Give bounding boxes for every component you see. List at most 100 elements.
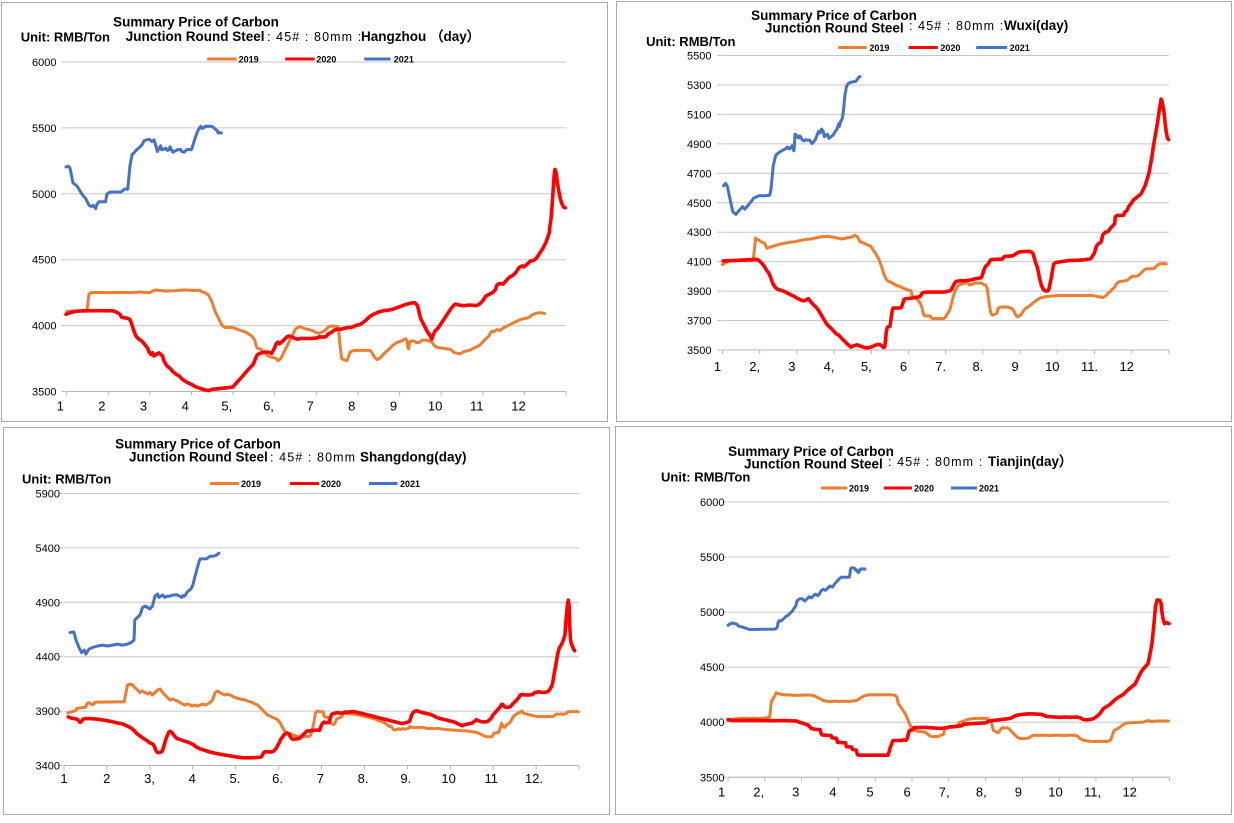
svg-text:6.: 6. bbox=[272, 771, 283, 786]
svg-text:3900: 3900 bbox=[36, 706, 60, 718]
svg-text:1: 1 bbox=[60, 771, 67, 786]
svg-text:2019: 2019 bbox=[239, 55, 259, 65]
svg-text:5500: 5500 bbox=[700, 552, 724, 564]
svg-text:4400: 4400 bbox=[36, 652, 60, 664]
svg-text:11.: 11. bbox=[1081, 359, 1098, 374]
svg-text:6000: 6000 bbox=[32, 57, 56, 69]
svg-text:7.: 7. bbox=[935, 359, 946, 374]
svg-text:10: 10 bbox=[1045, 359, 1059, 374]
svg-text:11,: 11, bbox=[1084, 785, 1101, 800]
svg-text:9: 9 bbox=[1015, 785, 1022, 800]
svg-text:Junction Round Steel: Junction Round Steel bbox=[765, 21, 904, 36]
svg-text:: 45# : 80mm :: : 45# : 80mm : bbox=[270, 451, 365, 465]
svg-text:1: 1 bbox=[57, 399, 64, 414]
svg-text:1: 1 bbox=[714, 359, 721, 374]
svg-text:9: 9 bbox=[390, 399, 397, 414]
svg-text:2: 2 bbox=[98, 399, 105, 414]
svg-text:5300: 5300 bbox=[687, 80, 711, 92]
svg-text:8.: 8. bbox=[972, 359, 983, 374]
svg-text:5100: 5100 bbox=[687, 109, 711, 121]
svg-text:2021: 2021 bbox=[1010, 43, 1030, 53]
svg-text:7: 7 bbox=[307, 399, 314, 414]
svg-text:8,: 8, bbox=[976, 785, 987, 800]
svg-text:2021: 2021 bbox=[979, 484, 999, 494]
svg-text:12: 12 bbox=[511, 399, 525, 414]
svg-text:1: 1 bbox=[718, 785, 725, 800]
svg-text:12.: 12. bbox=[525, 771, 543, 786]
svg-text:8.: 8. bbox=[358, 771, 369, 786]
svg-text:4900: 4900 bbox=[36, 597, 60, 609]
svg-text:Tianjin(day）: Tianjin(day） bbox=[988, 454, 1073, 469]
svg-text:2020: 2020 bbox=[316, 55, 336, 65]
svg-text:3500: 3500 bbox=[687, 345, 711, 357]
svg-text:10: 10 bbox=[1048, 785, 1062, 800]
svg-text:2,: 2, bbox=[749, 359, 760, 374]
svg-text:Shangdong(day): Shangdong(day) bbox=[360, 450, 467, 465]
svg-text:4000: 4000 bbox=[32, 321, 56, 333]
svg-text:3: 3 bbox=[788, 359, 795, 374]
svg-text:4100: 4100 bbox=[687, 257, 711, 269]
svg-text:Unit: RMB/Ton: Unit: RMB/Ton bbox=[22, 472, 111, 487]
svg-text:9.: 9. bbox=[400, 771, 411, 786]
svg-text:5: 5 bbox=[866, 785, 873, 800]
svg-text:5400: 5400 bbox=[36, 543, 60, 555]
svg-text:Unit: RMB/Ton: Unit: RMB/Ton bbox=[646, 34, 735, 49]
svg-text:Summary Price of Carbon: Summary Price of Carbon bbox=[728, 444, 894, 459]
svg-text:3500: 3500 bbox=[700, 772, 724, 784]
svg-text:3400: 3400 bbox=[36, 761, 60, 773]
svg-text:Junction Round Steel: Junction Round Steel bbox=[744, 457, 883, 472]
svg-text:5900: 5900 bbox=[36, 489, 60, 501]
svg-text:: 45# : 80mm :: : 45# : 80mm : bbox=[267, 30, 362, 44]
svg-text:4700: 4700 bbox=[687, 168, 711, 180]
svg-text:5.: 5. bbox=[229, 771, 240, 786]
svg-text:3700: 3700 bbox=[687, 316, 711, 328]
svg-text:7: 7 bbox=[317, 771, 324, 786]
svg-text:2020: 2020 bbox=[940, 43, 960, 53]
svg-text:4300: 4300 bbox=[687, 227, 711, 239]
svg-text:4: 4 bbox=[182, 399, 189, 414]
svg-text:9: 9 bbox=[1011, 359, 1018, 374]
svg-text:2019: 2019 bbox=[849, 484, 869, 494]
svg-text:4500: 4500 bbox=[687, 198, 711, 210]
svg-text:3,: 3, bbox=[144, 771, 155, 786]
svg-text:4900: 4900 bbox=[687, 139, 711, 151]
svg-text:: 45# : 80mm :: : 45# : 80mm : bbox=[909, 19, 1004, 33]
svg-text:Junction Round Steel: Junction Round Steel bbox=[129, 450, 268, 465]
svg-text:Hangzhou （day）: Hangzhou （day） bbox=[361, 29, 480, 44]
svg-text:6,: 6, bbox=[263, 399, 274, 414]
svg-text:6000: 6000 bbox=[700, 497, 724, 509]
svg-text:2020: 2020 bbox=[914, 484, 934, 494]
svg-text:4: 4 bbox=[189, 771, 196, 786]
svg-text:Summary Price of Carbon: Summary Price of Carbon bbox=[113, 15, 279, 30]
svg-text:4: 4 bbox=[829, 785, 836, 800]
svg-text:5,: 5, bbox=[221, 399, 232, 414]
svg-text:Unit: RMB/Ton: Unit: RMB/Ton bbox=[661, 470, 750, 485]
svg-text:5500: 5500 bbox=[687, 51, 711, 63]
svg-text:11: 11 bbox=[485, 771, 499, 786]
svg-text:Wuxi(day): Wuxi(day) bbox=[1004, 18, 1068, 33]
svg-text:2019: 2019 bbox=[241, 479, 261, 489]
svg-text:4,: 4, bbox=[824, 359, 835, 374]
svg-text:2021: 2021 bbox=[400, 479, 420, 489]
svg-text:3: 3 bbox=[140, 399, 147, 414]
svg-text:10: 10 bbox=[428, 399, 442, 414]
svg-text:Summary Price of Carbon: Summary Price of Carbon bbox=[751, 8, 917, 23]
svg-text:5000: 5000 bbox=[32, 189, 56, 201]
svg-text:5,: 5, bbox=[861, 359, 872, 374]
svg-text:2,: 2, bbox=[753, 785, 764, 800]
svg-text:Unit: RMB/Ton: Unit: RMB/Ton bbox=[21, 30, 110, 45]
svg-text:6: 6 bbox=[900, 359, 907, 374]
svg-text:Summary Price of Carbon: Summary Price of Carbon bbox=[115, 437, 281, 452]
svg-text:10: 10 bbox=[441, 771, 455, 786]
svg-text:2020: 2020 bbox=[321, 479, 341, 489]
svg-text:6: 6 bbox=[903, 785, 910, 800]
svg-text:5500: 5500 bbox=[32, 123, 56, 135]
svg-text:3: 3 bbox=[792, 785, 799, 800]
svg-text:Junction Round Steel: Junction Round Steel bbox=[126, 29, 265, 44]
svg-text:2021: 2021 bbox=[394, 55, 414, 65]
svg-text:2019: 2019 bbox=[869, 43, 889, 53]
svg-text:12: 12 bbox=[1119, 359, 1133, 374]
svg-text:3900: 3900 bbox=[687, 286, 711, 298]
svg-text:4500: 4500 bbox=[32, 255, 56, 267]
svg-text:7,: 7, bbox=[939, 785, 950, 800]
